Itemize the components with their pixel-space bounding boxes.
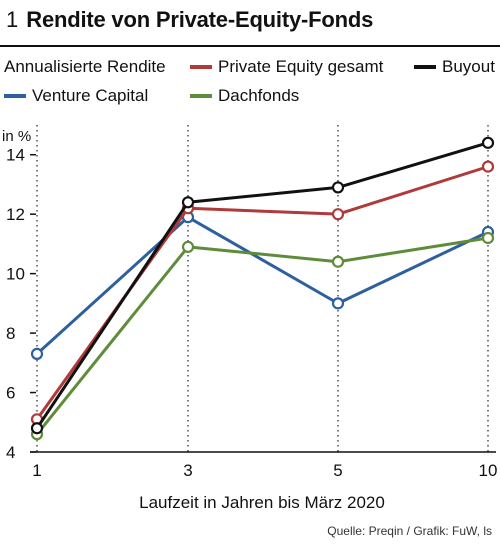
legend-swatch-private-equity (190, 65, 212, 69)
point-dachfonds-5 (331, 255, 345, 268)
y-tick-label-12: 12 (6, 205, 25, 224)
series-line-venture-capital (35, 215, 489, 356)
chart-title-text: Rendite von Private-Equity-Fonds (26, 7, 374, 32)
point-venture-capital-5 (331, 297, 345, 310)
legend-item-buyout: Buyout (414, 57, 495, 77)
point-private-equity-gesamt-10 (481, 160, 495, 173)
legend-label-dachfonds: Dachfonds (218, 86, 300, 105)
point-dachfonds-10 (481, 231, 495, 245)
point-buyout-10 (481, 136, 495, 149)
chart-number: 1 (6, 7, 19, 32)
series-line-dachfonds (35, 236, 489, 436)
x-tick-label-10: 10 (479, 461, 498, 480)
series-line-buyout (35, 141, 489, 430)
legend-label-venture-capital: Venture Capital (32, 86, 149, 105)
legend-item-venture-capital: Venture Capital (4, 86, 148, 106)
point-buyout-5 (331, 181, 345, 194)
x-tick-label-3: 3 (183, 461, 192, 480)
y-tick-label-8: 8 (6, 324, 15, 343)
chart-title: 1 Rendite von Private-Equity-Fonds (6, 7, 373, 33)
legend-item-dachfonds: Dachfonds (190, 86, 299, 106)
y-unit-label: in % (2, 128, 31, 145)
point-private-equity-gesamt-5 (331, 208, 345, 221)
source-note: Quelle: Preqin / Grafik: FuW, ls (327, 524, 492, 538)
legend-heading-text: Annualisierte Rendite (4, 57, 166, 76)
point-dachfonds-3 (181, 240, 195, 253)
title-divider (0, 45, 500, 47)
y-tick-label-4: 4 (6, 443, 15, 462)
y-tick-label-14: 14 (6, 146, 25, 165)
legend-heading: Annualisierte Rendite (4, 57, 166, 77)
point-buyout-3 (181, 196, 195, 209)
point-venture-capital-1 (30, 347, 44, 360)
legend-swatch-buyout (414, 65, 436, 69)
legend-label-buyout: Buyout (442, 57, 495, 76)
point-buyout-1 (30, 422, 44, 435)
x-tick-label-1: 1 (32, 461, 41, 480)
legend-label-private-equity: Private Equity gesamt (218, 57, 384, 76)
legend: Annualisierte Rendite Private Equity ges… (0, 55, 500, 111)
y-tick-label-6: 6 (6, 384, 15, 403)
legend-swatch-venture-capital (4, 94, 26, 98)
x-axis-title: Laufzeit in Jahren bis März 2020 (139, 493, 385, 512)
x-tick-label-5: 5 (333, 461, 342, 480)
y-tick-label-10: 10 (6, 265, 25, 284)
legend-item-private-equity: Private Equity gesamt (190, 57, 383, 77)
legend-swatch-dachfonds (190, 94, 212, 98)
